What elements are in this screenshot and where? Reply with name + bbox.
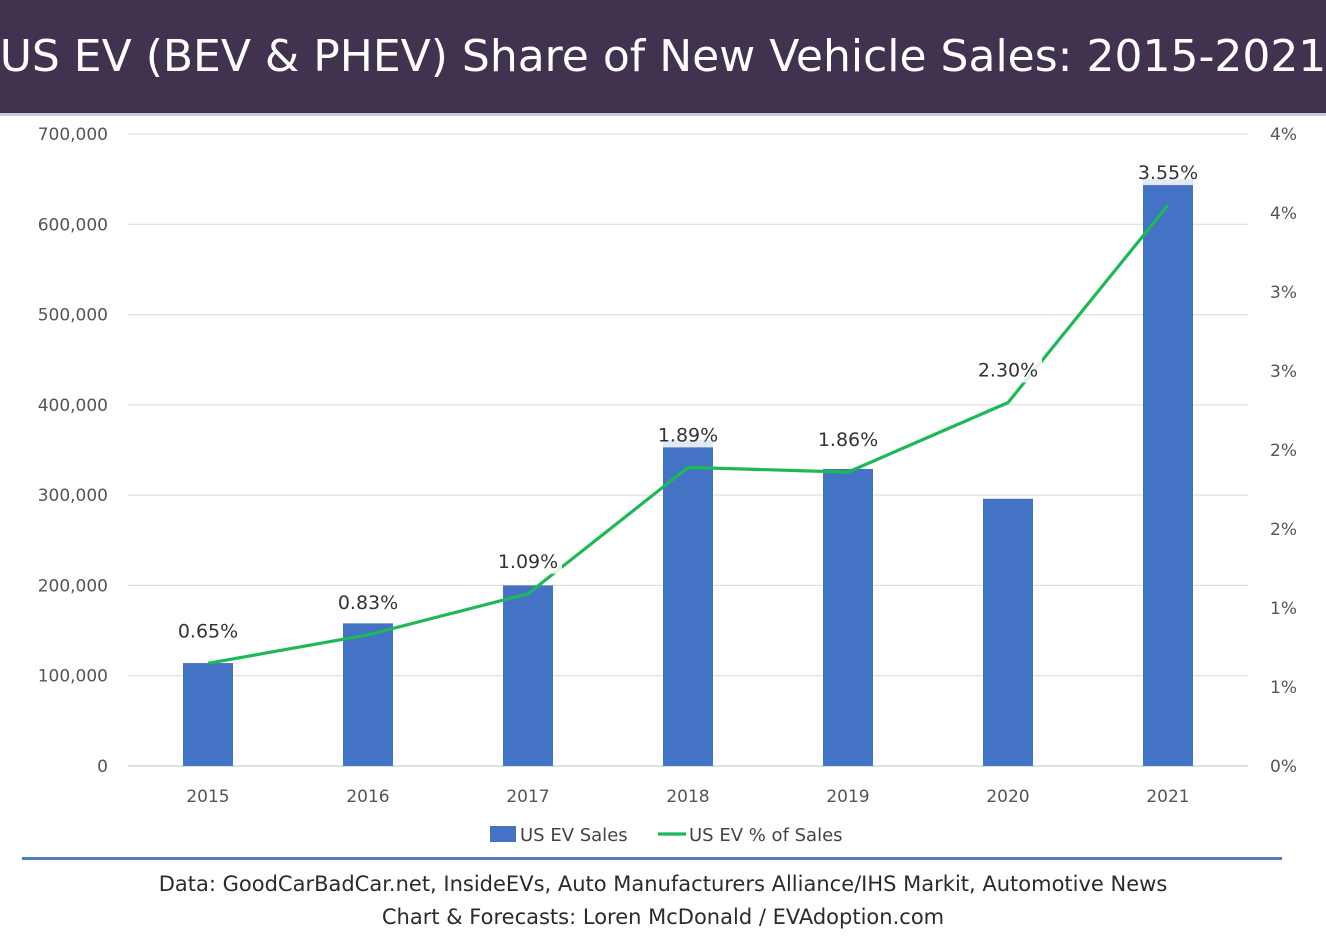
share-line [207, 204, 1170, 665]
x-axis-tick-label: 2017 [506, 787, 549, 807]
right-axis-tick-label: 3% [1270, 283, 1297, 303]
footer-divider [22, 857, 1282, 860]
legend-label-sales: US EV Sales [520, 825, 628, 846]
right-axis-tick-label: 2% [1270, 520, 1297, 540]
data-label-background [654, 419, 722, 448]
chart-title: US EV (BEV & PHEV) Share of New Vehicle … [0, 31, 1326, 82]
right-axis-tick-label: 1% [1270, 678, 1297, 698]
data-label-background [814, 424, 882, 453]
left-axis-tick-label: 100,000 [38, 667, 108, 687]
x-axis-tick-label: 2015 [186, 787, 229, 807]
bar-series-us-ev-sales [183, 179, 1193, 767]
right-axis-tick-label: 4% [1270, 125, 1297, 145]
data-label-2017: 1.09% [498, 551, 558, 573]
title-bar: US EV (BEV & PHEV) Share of New Vehicle … [0, 0, 1326, 113]
data-label-2018: 1.89% [658, 424, 718, 446]
bar-2017 [503, 585, 553, 766]
left-axis-tick-label: 400,000 [38, 396, 108, 416]
ev-share-chart: 0 100,000 200,000 300,000 400,000 500,000 600,… [38, 125, 1297, 846]
right-axis-tick-label: 2% [1270, 441, 1297, 461]
bar-2020 [983, 498, 1033, 766]
left-axis-tick-label: 0 [97, 757, 108, 777]
credit-line: Chart & Forecasts: Loren McDonald / EVAd… [381, 905, 945, 929]
bar-2015 [183, 663, 233, 766]
bar-2021 [1143, 179, 1193, 767]
data-label-background [1134, 157, 1202, 186]
legend-swatch-bar [490, 826, 516, 842]
data-label-background [174, 615, 242, 644]
data-label-background [974, 354, 1042, 383]
axes: 0 100,000 200,000 300,000 400,000 500,000 600,… [38, 125, 1297, 807]
left-axis-tick-label: 500,000 [38, 306, 108, 326]
legend-label-share: US EV % of Sales [689, 825, 843, 846]
bar-2016 [343, 623, 393, 766]
bar-2018 [663, 440, 713, 766]
right-axis-tick-label: 4% [1270, 204, 1297, 224]
x-axis-tick-label: 2016 [346, 787, 389, 807]
left-axis-tick-label: 600,000 [38, 215, 108, 235]
x-axis-tick-label: 2021 [1146, 787, 1189, 807]
data-label-2019: 1.86% [818, 429, 878, 451]
source-line: Data: GoodCarBadCar.net, InsideEVs, Auto… [158, 872, 1168, 896]
data-label-background [334, 586, 402, 615]
line-series-us-ev-share [207, 204, 1170, 665]
left-axis-tick-label: 200,000 [38, 576, 108, 596]
data-label-2015: 0.65% [178, 620, 238, 642]
gridlines [128, 133, 1248, 767]
left-axis-tick-label: 300,000 [38, 486, 108, 506]
x-axis-tick-label: 2019 [826, 787, 869, 807]
source-footer: Data: GoodCarBadCar.net, InsideEVs, Auto… [0, 868, 1326, 934]
x-axis-tick-label: 2020 [986, 787, 1029, 807]
data-label-2016: 0.83% [338, 592, 398, 614]
right-axis-tick-label: 3% [1270, 362, 1297, 382]
data-label-2021: 3.55% [1138, 162, 1198, 184]
data-labels: 0.65% 0.83% 1.09% 1.89% 1.86% 2.30% 3.55% [174, 157, 1202, 644]
legend: US EV Sales US EV % of Sales [490, 825, 843, 846]
bar-2019 [823, 468, 873, 766]
right-axis-tick-label: 1% [1270, 599, 1297, 619]
x-axis-tick-label: 2018 [666, 787, 709, 807]
data-label-background [494, 545, 562, 574]
left-axis-tick-label: 700,000 [38, 125, 108, 145]
right-axis-tick-label: 0% [1270, 757, 1297, 777]
data-label-2020: 2.30% [978, 360, 1038, 382]
title-divider [0, 113, 1326, 116]
